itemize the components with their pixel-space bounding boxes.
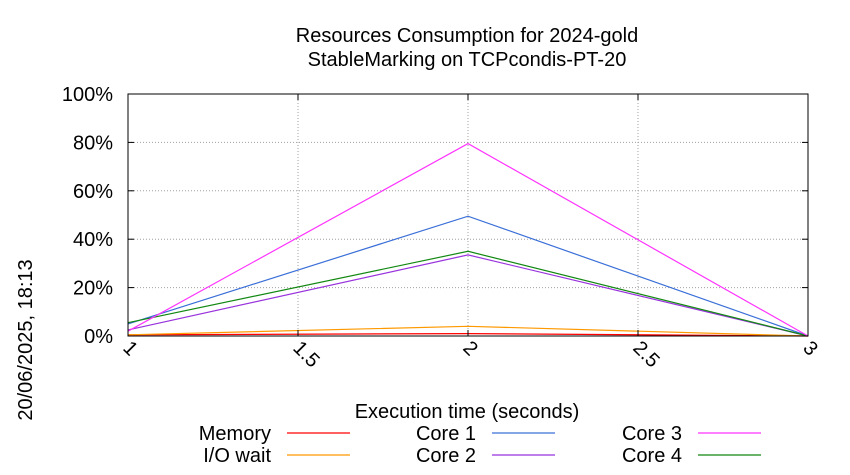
series-line (127, 142, 809, 337)
series-line (127, 250, 809, 337)
y-tick-label: 0% (84, 326, 113, 348)
y-tick-label: 20% (73, 278, 113, 300)
legend-label: Memory (199, 423, 271, 445)
timestamp-label: 20/06/2025, 18:13 (15, 259, 37, 420)
legend-label: I/O wait (203, 445, 271, 467)
y-tick-label: 60% (73, 181, 113, 203)
y-tick-label: 80% (73, 132, 113, 154)
legend: Memory Core 1 Core 3 I/O wait Core 2 Core 4 (199, 423, 761, 467)
x-tick-label: 2 (458, 337, 481, 360)
y-axis-tick-labels: 0% 20% 40% 60% 80% 100% (62, 84, 113, 348)
x-tick-label: 1 (118, 337, 141, 360)
x-tick-label: 3 (798, 337, 821, 360)
x-tick-label: 2.5 (628, 337, 663, 372)
legend-label: Core 2 (416, 445, 476, 467)
axis-ticks (127, 93, 809, 337)
legend-label: Core 4 (622, 445, 682, 467)
y-tick-label: 40% (73, 229, 113, 251)
series-line (127, 254, 809, 337)
series-lines (127, 142, 809, 337)
legend-label: Core 1 (416, 423, 476, 445)
x-tick-label: 1.5 (288, 337, 323, 372)
chart-title-line-2: StableMarking on TCPcondis-PT-20 (308, 49, 627, 71)
x-axis-label: Execution time (seconds) (355, 401, 580, 423)
x-axis-tick-labels: 1 1.5 2 2.5 3 (118, 337, 821, 372)
series-line (127, 325, 809, 337)
series-line (127, 215, 809, 337)
chart-title-line-1: Resources Consumption for 2024-gold (296, 25, 638, 47)
y-tick-label: 100% (62, 84, 113, 106)
legend-label: Core 3 (622, 423, 682, 445)
